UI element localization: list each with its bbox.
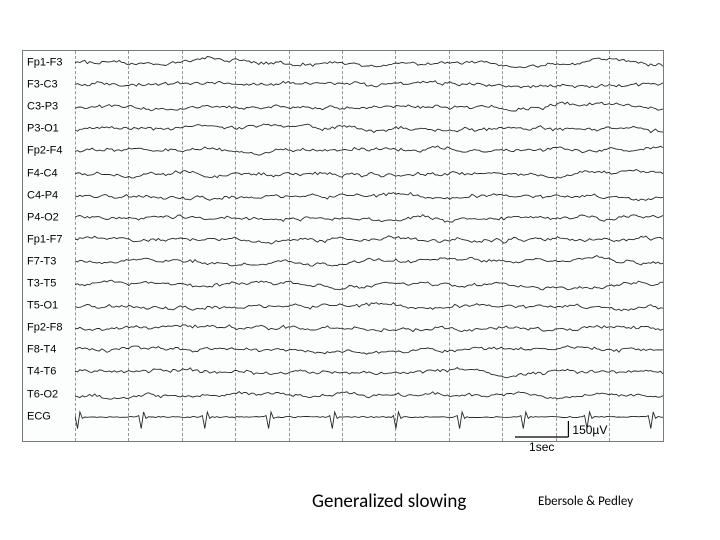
channel-label: F4-C4 (27, 168, 58, 179)
svg-text:1sec: 1sec (529, 440, 554, 454)
channel-label: F8-T4 (27, 345, 56, 356)
channel-label: T6-O2 (27, 389, 58, 400)
channel-label: ECG (27, 411, 51, 422)
channel-label: Fp1-F7 (27, 234, 62, 245)
svg-text:150µV: 150µV (572, 423, 607, 437)
caption-title: Generalized slowing (312, 490, 466, 513)
channel-label: T4-T6 (27, 367, 56, 378)
channel-label: P4-O2 (27, 212, 59, 223)
channel-label: Fp1-F3 (27, 58, 62, 69)
channel-label: T5-O1 (27, 301, 58, 312)
scale-bar: 150µV 1sec (513, 421, 616, 458)
channel-label: T3-T5 (27, 279, 56, 290)
caption-source: Ebersole & Pedley (538, 494, 633, 509)
channel-label: P3-O1 (27, 124, 59, 135)
channel-label: Fp2-F4 (27, 146, 62, 157)
channel-label: Fp2-F8 (27, 323, 62, 334)
eeg-panel: Fp1-F3 F3-C3 C3-P3 P3-O1 Fp2-F4 F4-C4 C4-P4 P4-… (22, 50, 664, 442)
channel-label: F3-C3 (27, 80, 58, 91)
channel-label: F7-T3 (27, 256, 56, 267)
channel-label: C4-P4 (27, 190, 58, 201)
channel-label: C3-P3 (27, 102, 58, 113)
